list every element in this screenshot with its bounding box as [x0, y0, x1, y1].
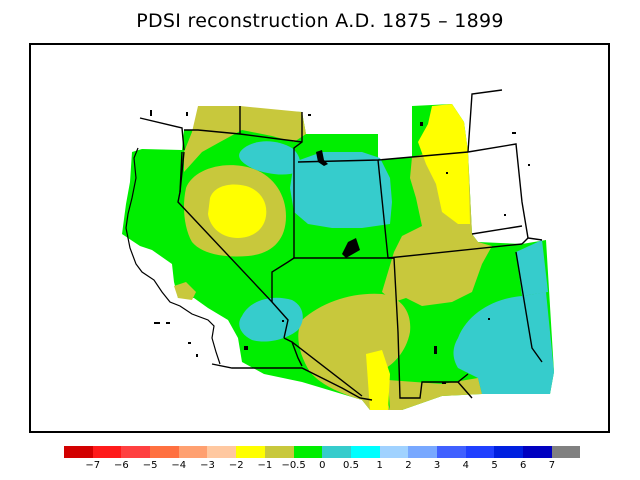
pdsi-region-teal-socal	[239, 297, 303, 342]
legend-swatch	[92, 446, 122, 458]
legend-swatch	[408, 446, 437, 458]
legend-swatch	[293, 446, 323, 458]
legend-swatch	[436, 446, 466, 458]
pdsi-region-olive-nw	[184, 106, 306, 172]
legend-swatch	[494, 446, 523, 458]
legend-labels: −7 −6 −5 −4 −3 −2 −1 −0.5 0 0.5 1 2 3 4 5 6 7	[0, 460, 640, 474]
legend-label: 6	[520, 460, 527, 471]
pdsi-region-yellow-north-plains	[418, 104, 470, 224]
pdsi-region-teal-east-strip	[516, 240, 548, 296]
color-legend	[64, 446, 581, 458]
legend-swatch	[236, 446, 265, 458]
legend-swatch	[322, 446, 351, 458]
legend-swatch	[465, 446, 495, 458]
pdsi-region-yellow-nevada	[208, 184, 267, 238]
legend-label: 2	[405, 460, 412, 471]
legend-label: −2	[228, 460, 244, 471]
legend-label: 0.5	[343, 460, 359, 471]
legend-label: −3	[200, 460, 215, 471]
pdsi-region-teal-east	[453, 292, 554, 394]
legend-label: −6	[114, 460, 129, 471]
pdsi-region-olive-la	[174, 282, 196, 300]
legend-swatch	[264, 446, 294, 458]
legend-label: −1	[257, 460, 273, 471]
legend-label: 0	[319, 460, 326, 471]
legend-swatch	[121, 446, 151, 458]
state-boundaries	[139, 89, 543, 401]
legend-label: 1	[376, 460, 383, 471]
legend-label: −4	[171, 460, 187, 471]
lakes-and-islands	[150, 110, 530, 384]
map-title: PDSI reconstruction A.D. 1875 – 1899	[136, 10, 504, 32]
legend-swatch	[64, 446, 93, 458]
legend-label: 5	[491, 460, 498, 471]
pdsi-region-olive-southwest	[298, 293, 411, 410]
legend-label: 7	[548, 460, 556, 471]
pdsi-map	[122, 89, 554, 410]
legend-swatch	[150, 446, 179, 458]
legend-label: −0.5	[281, 460, 306, 471]
coastline	[125, 147, 221, 365]
legend-label: 4	[462, 460, 469, 471]
legend-label: −5	[142, 460, 158, 471]
legend-swatch	[551, 446, 581, 458]
pdsi-region-teal-idaho	[239, 141, 301, 175]
legend-label: −7	[85, 460, 101, 471]
legend-swatch	[207, 446, 237, 458]
legend-swatch	[523, 446, 552, 458]
pdsi-region-olive-south	[388, 378, 482, 410]
pdsi-region-yellow-south-nm	[366, 350, 390, 410]
legend-swatch	[350, 446, 380, 458]
map-panel	[29, 43, 610, 433]
legend-swatch	[178, 446, 208, 458]
pdsi-region-teal-wyoming-utah	[290, 152, 392, 228]
legend-swatch	[379, 446, 409, 458]
legend-label: 3	[433, 460, 441, 471]
